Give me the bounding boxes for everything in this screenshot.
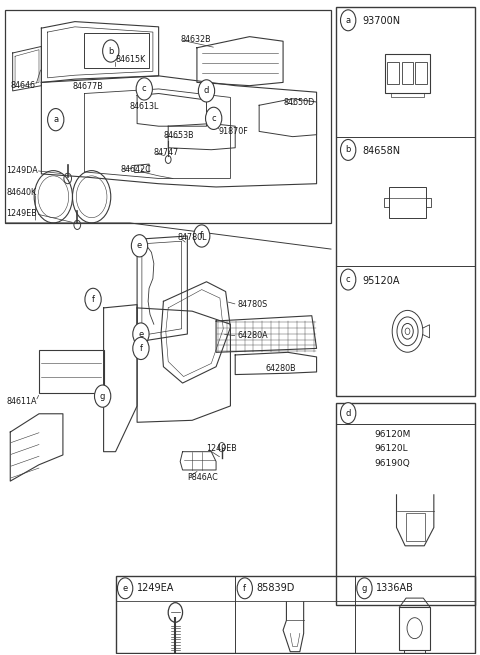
Text: 84640K: 84640K xyxy=(6,189,36,197)
Circle shape xyxy=(103,40,119,62)
Text: c: c xyxy=(211,114,216,123)
Circle shape xyxy=(95,385,111,407)
Text: c: c xyxy=(142,84,146,94)
Circle shape xyxy=(132,234,148,257)
Circle shape xyxy=(340,10,356,31)
Bar xyxy=(384,54,431,93)
Text: 84780L: 84780L xyxy=(178,233,207,242)
Circle shape xyxy=(357,578,372,599)
Text: f: f xyxy=(200,231,203,240)
Text: f: f xyxy=(139,344,143,353)
Circle shape xyxy=(340,269,356,290)
Circle shape xyxy=(340,403,356,424)
Text: 96190Q: 96190Q xyxy=(374,459,410,468)
Text: e: e xyxy=(122,584,128,593)
Text: 1249EB: 1249EB xyxy=(6,209,37,218)
Bar xyxy=(402,62,413,84)
Text: 91870F: 91870F xyxy=(218,127,248,136)
Text: 84646: 84646 xyxy=(10,81,35,90)
Text: e: e xyxy=(138,329,144,339)
Circle shape xyxy=(133,337,149,360)
Text: 1336AB: 1336AB xyxy=(376,584,414,593)
Text: 84658N: 84658N xyxy=(362,146,400,156)
Bar xyxy=(84,33,149,68)
Circle shape xyxy=(193,225,210,247)
Text: g: g xyxy=(100,392,105,401)
Text: 1249DA: 1249DA xyxy=(6,166,38,175)
Text: 84615K: 84615K xyxy=(116,55,146,64)
Text: 64280A: 64280A xyxy=(238,331,268,341)
Bar xyxy=(336,7,475,396)
Text: 84613L: 84613L xyxy=(130,102,159,111)
Circle shape xyxy=(64,174,72,183)
Text: 84632B: 84632B xyxy=(180,35,211,45)
Text: c: c xyxy=(346,275,350,284)
Text: f: f xyxy=(92,295,95,304)
Text: 93700N: 93700N xyxy=(362,16,400,26)
Text: g: g xyxy=(362,584,367,593)
Text: 96120M: 96120M xyxy=(374,430,410,439)
Circle shape xyxy=(165,156,171,164)
Circle shape xyxy=(340,140,356,160)
Circle shape xyxy=(118,578,133,599)
Circle shape xyxy=(218,443,225,452)
Circle shape xyxy=(205,107,222,130)
Circle shape xyxy=(237,578,252,599)
Text: 84677B: 84677B xyxy=(72,83,103,92)
Bar xyxy=(389,187,426,218)
Text: b: b xyxy=(108,47,113,56)
Text: 95120A: 95120A xyxy=(362,276,399,286)
Text: 1249EA: 1249EA xyxy=(137,584,174,593)
Text: 84642C: 84642C xyxy=(120,165,151,174)
Bar xyxy=(5,10,331,223)
Text: 96120L: 96120L xyxy=(374,445,408,453)
Circle shape xyxy=(85,288,101,310)
Circle shape xyxy=(198,80,215,102)
Bar xyxy=(415,62,427,84)
Bar xyxy=(336,403,475,605)
Circle shape xyxy=(74,220,81,229)
Text: d: d xyxy=(346,409,351,418)
Text: 84611A: 84611A xyxy=(6,397,37,406)
Text: e: e xyxy=(137,241,142,250)
Text: 84650D: 84650D xyxy=(283,98,314,107)
Text: 84653B: 84653B xyxy=(163,132,194,140)
Text: 84747: 84747 xyxy=(154,149,179,157)
Text: d: d xyxy=(204,86,209,96)
Text: 64280B: 64280B xyxy=(265,364,296,373)
Circle shape xyxy=(136,78,153,100)
Bar xyxy=(116,576,475,653)
Bar xyxy=(406,513,425,540)
Text: P846AC: P846AC xyxy=(187,474,218,482)
Text: a: a xyxy=(346,16,351,25)
Bar xyxy=(387,62,399,84)
Circle shape xyxy=(48,109,64,131)
Circle shape xyxy=(133,323,149,345)
Text: 1249EB: 1249EB xyxy=(206,444,237,453)
Text: a: a xyxy=(53,115,58,124)
Text: f: f xyxy=(243,584,246,593)
Text: 85839D: 85839D xyxy=(256,584,295,593)
Bar xyxy=(39,350,104,393)
Text: 84780S: 84780S xyxy=(238,300,268,309)
Text: b: b xyxy=(346,145,351,155)
Bar xyxy=(399,607,430,650)
